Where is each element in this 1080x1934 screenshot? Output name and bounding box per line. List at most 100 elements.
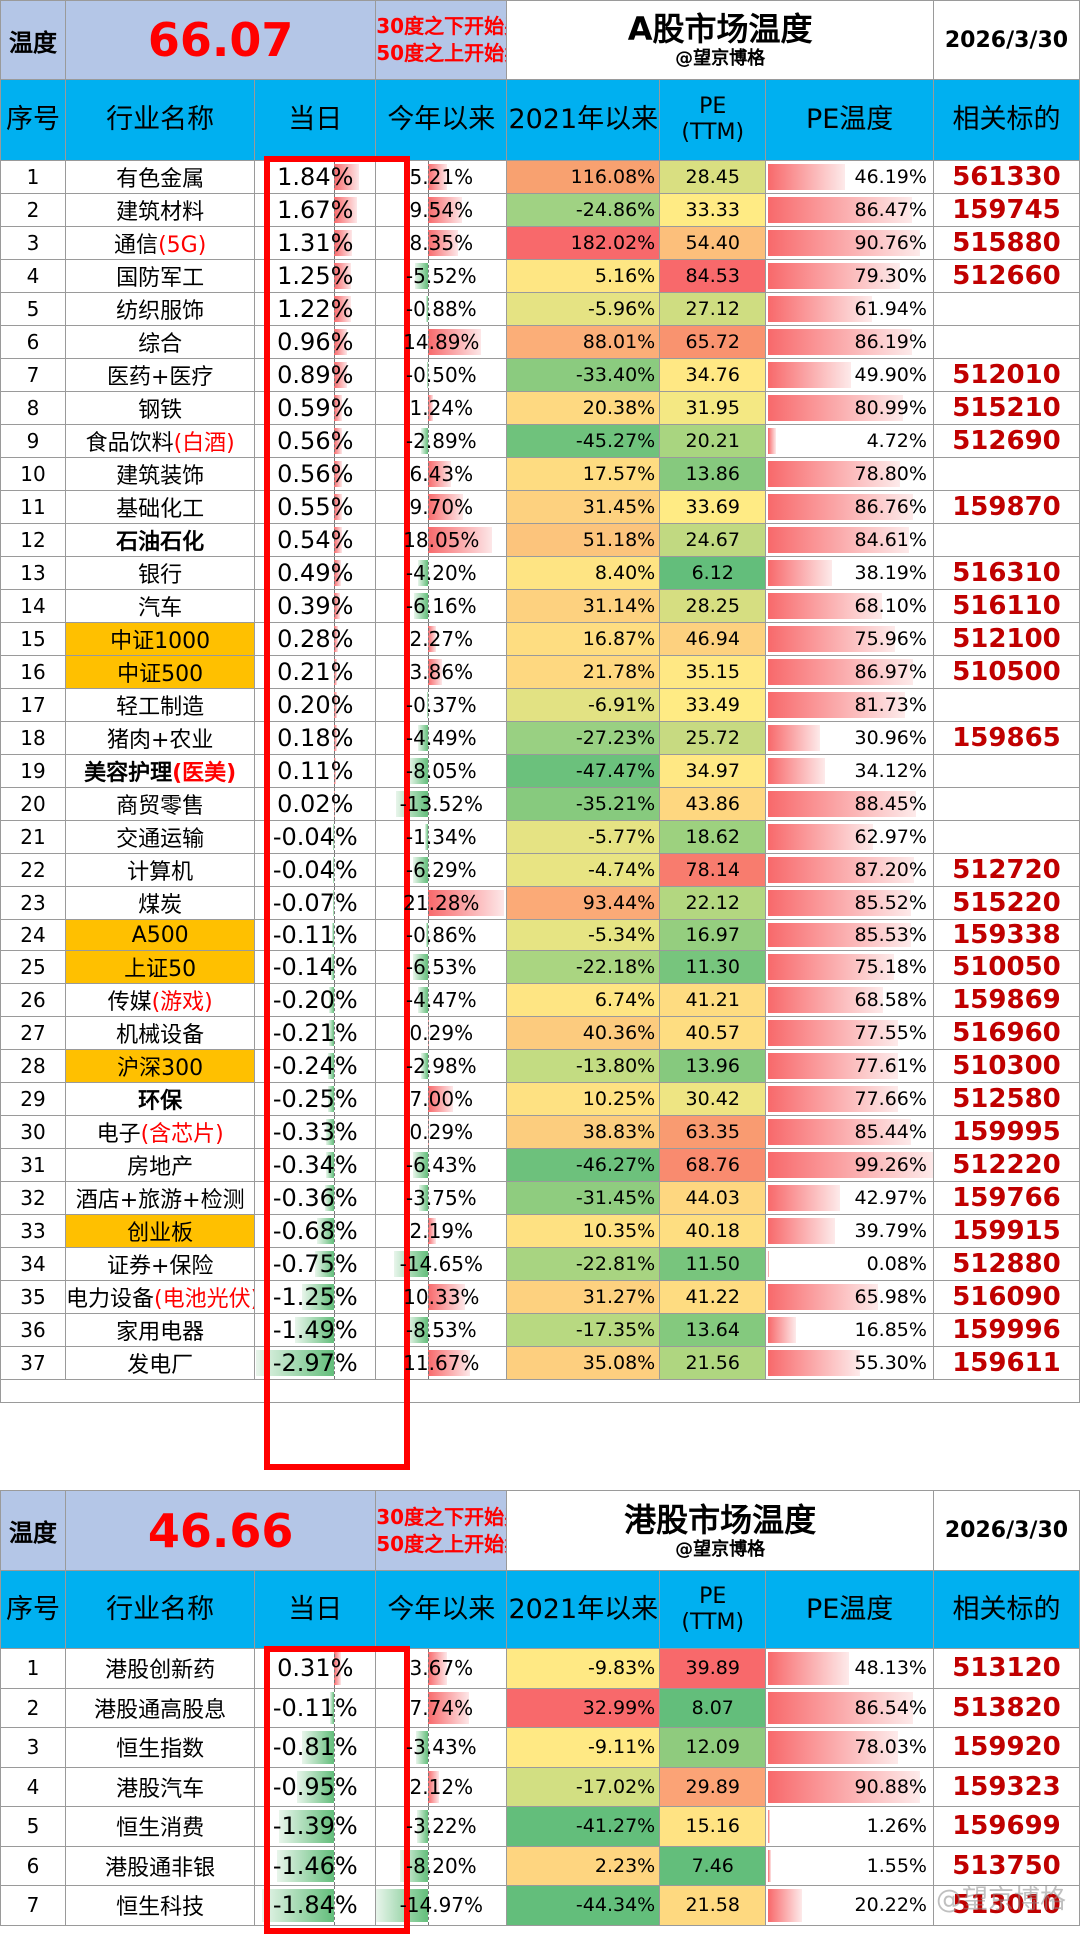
ytd-change-value: 7.74% [410, 1696, 474, 1720]
pe-temperature-value: 42.97% [855, 1187, 927, 1209]
since-2021-change: 182.02% [507, 227, 660, 260]
pe-temperature: 86.47% [766, 194, 934, 227]
day-change-value: 0.11% [277, 757, 353, 785]
related-fund-code: 159611 [933, 1347, 1079, 1380]
industry-name-text: 钢铁 [138, 398, 182, 423]
since-2021-change: 116.08% [507, 161, 660, 194]
pe-ttm: 39.89 [660, 1649, 766, 1689]
pe-ttm: 29.89 [660, 1767, 766, 1807]
ytd-change: -6.29% [376, 854, 507, 887]
ytd-change: -5.52% [376, 260, 507, 293]
row-index: 5 [1, 1807, 66, 1847]
day-change-value: 0.31% [277, 1654, 353, 1682]
pe-ttm: 40.18 [660, 1215, 766, 1248]
related-fund-code: 159870 [933, 491, 1079, 524]
ytd-change: 9.70% [376, 491, 507, 524]
pe-ttm: 11.50 [660, 1248, 766, 1281]
pe-temperature: 42.97% [766, 1182, 934, 1215]
pe-temperature-value: 34.12% [855, 760, 927, 782]
temperature-value: 66.07 [66, 1, 376, 80]
pe-temperature: 68.10% [766, 590, 934, 623]
day-change: 0.49% [255, 557, 376, 590]
day-change: -0.68% [255, 1215, 376, 1248]
industry-name: 港股创新药 [66, 1649, 255, 1689]
row-index: 20 [1, 788, 66, 821]
pe-temperature: 39.79% [766, 1215, 934, 1248]
industry-name-text: 通信 [114, 233, 158, 258]
column-header-row: 序号 行业名称 当日 今年以来 2021年以来 PE (TTM) PE温度 相关… [1, 1571, 1080, 1649]
day-change-value: -1.84% [273, 1891, 358, 1919]
since-2021-change: 8.40% [507, 557, 660, 590]
pe-temperature-bar [768, 362, 851, 388]
pe-temperature: 48.13% [766, 1649, 934, 1689]
row-index: 17 [1, 689, 66, 722]
pe-temperature: 85.44% [766, 1116, 934, 1149]
pe-ttm: 6.12 [660, 557, 766, 590]
day-change: -2.97% [255, 1347, 376, 1380]
pe-ttm: 65.72 [660, 326, 766, 359]
day-change: -0.04% [255, 854, 376, 887]
pe-ttm: 20.21 [660, 425, 766, 458]
pe-temperature-value: 1.26% [867, 1815, 927, 1837]
since-2021-change: -33.40% [507, 359, 660, 392]
row-index: 10 [1, 458, 66, 491]
day-change-value: -0.07% [273, 889, 358, 917]
related-fund-code: 512010 [933, 359, 1079, 392]
since-2021-change: -5.34% [507, 920, 660, 951]
pe-ttm: 54.40 [660, 227, 766, 260]
pe-ttm: 18.62 [660, 821, 766, 854]
ytd-change: -1.34% [376, 821, 507, 854]
related-fund-code [933, 293, 1079, 326]
related-fund-code: 159865 [933, 722, 1079, 755]
row-index: 16 [1, 656, 66, 689]
industry-name-note: (电池光伏) [154, 1287, 255, 1312]
ytd-change: 7.74% [376, 1688, 507, 1728]
pe-temperature: 1.26% [766, 1807, 934, 1847]
pe-temperature: 90.88% [766, 1767, 934, 1807]
col-pe-temp: PE温度 [766, 80, 934, 161]
day-change-value: -0.34% [273, 1151, 358, 1179]
pe-ttm: 13.86 [660, 458, 766, 491]
ytd-change-value: 8.35% [410, 231, 474, 255]
since-2021-change: -5.77% [507, 821, 660, 854]
day-change-value: 0.39% [277, 592, 353, 620]
industry-name-text: 美容护理 [84, 761, 172, 786]
since-2021-change: 93.44% [507, 887, 660, 920]
pe-ttm: 84.53 [660, 260, 766, 293]
row-index: 28 [1, 1050, 66, 1083]
ytd-change-value: -14.65% [400, 1252, 483, 1276]
day-change-value: 0.18% [277, 724, 353, 752]
ytd-change: 10.33% [376, 1281, 507, 1314]
industry-name-text: 证券+保险 [107, 1254, 213, 1279]
related-fund-code: 516960 [933, 1017, 1079, 1050]
industry-name: 传媒(游戏) [66, 984, 255, 1017]
ytd-change-value: -5.52% [406, 264, 477, 288]
day-change: 0.55% [255, 491, 376, 524]
pe-temperature: 88.45% [766, 788, 934, 821]
industry-name-note: (游戏) [152, 990, 213, 1015]
industry-name-text: 石油石化 [116, 530, 204, 555]
pe-temperature-bar [768, 560, 832, 586]
ytd-change-value: 21.28% [403, 891, 479, 915]
related-fund-code: 512100 [933, 623, 1079, 656]
since-2021-change: -22.81% [507, 1248, 660, 1281]
row-index: 23 [1, 887, 66, 920]
row-index: 32 [1, 1182, 66, 1215]
row-index: 4 [1, 260, 66, 293]
industry-name: 国防军工 [66, 260, 255, 293]
ytd-change: -0.88% [376, 293, 507, 326]
industry-name-text: 传媒 [108, 990, 152, 1015]
day-change-value: -1.25% [273, 1283, 358, 1311]
related-fund-code: 159995 [933, 1116, 1079, 1149]
pe-temperature: 78.80% [766, 458, 934, 491]
pe-temperature: 0.08% [766, 1248, 934, 1281]
col-ytd: 今年以来 [376, 1571, 507, 1649]
ytd-change-value: -0.37% [406, 693, 477, 717]
pe-temperature: 90.76% [766, 227, 934, 260]
